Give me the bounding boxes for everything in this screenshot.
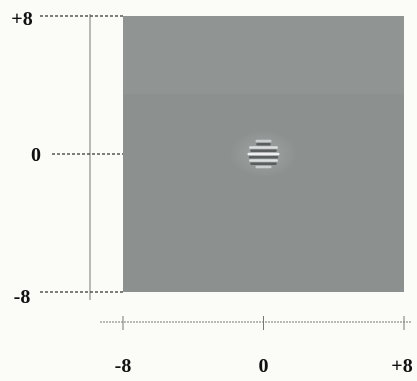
fringe-pattern	[229, 130, 298, 178]
x-tick-label: +8	[391, 355, 412, 377]
y-tick-label: +8	[11, 8, 32, 30]
x-axis-ticks: -8 0 +8	[115, 316, 413, 377]
plot-area	[123, 16, 404, 292]
fringe-light-band	[249, 159, 278, 162]
y-axis-ticks: +8 0 -8	[11, 8, 123, 308]
plot-top-band	[123, 16, 404, 94]
y-tick-label: -8	[14, 286, 31, 308]
fringe-dark-band	[248, 156, 279, 159]
fringe-light-band	[255, 165, 272, 169]
fringe-light-band	[249, 146, 278, 149]
x-tick-label: 0	[259, 355, 269, 377]
fringe-dark-band	[250, 149, 277, 152]
fringe-dark-band	[256, 143, 271, 146]
axes	[89, 14, 412, 323]
fringe-light-band	[255, 139, 272, 143]
fringe-light-band	[247, 152, 280, 156]
y-tick-label: 0	[31, 144, 41, 166]
fringe-dark-band	[250, 162, 277, 165]
x-tick-label: -8	[115, 355, 132, 377]
